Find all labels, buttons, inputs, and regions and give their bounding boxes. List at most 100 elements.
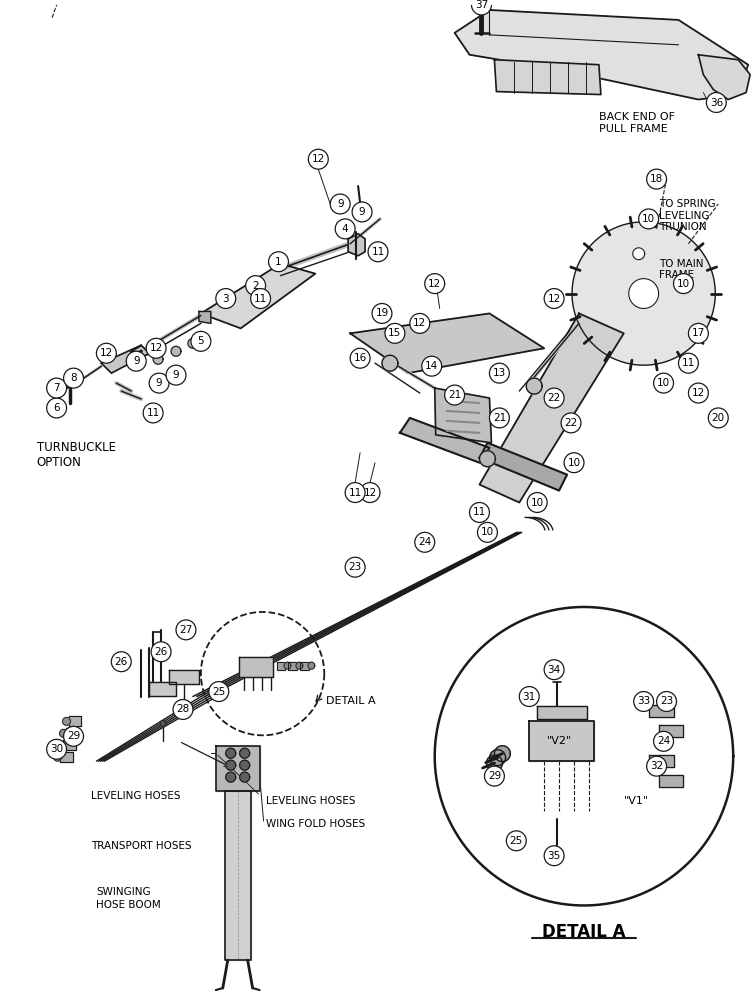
Polygon shape xyxy=(226,748,236,758)
Circle shape xyxy=(410,313,429,333)
Text: 34: 34 xyxy=(547,665,561,675)
Circle shape xyxy=(308,149,328,169)
Circle shape xyxy=(372,304,392,323)
Polygon shape xyxy=(296,662,303,669)
Polygon shape xyxy=(479,443,567,491)
Polygon shape xyxy=(479,451,495,467)
Polygon shape xyxy=(181,702,187,707)
Text: TO SPRING
LEVELING
TRUNION: TO SPRING LEVELING TRUNION xyxy=(658,199,715,232)
Circle shape xyxy=(345,557,365,577)
Text: 36: 36 xyxy=(710,98,723,108)
Polygon shape xyxy=(494,746,510,762)
Circle shape xyxy=(527,493,547,512)
Circle shape xyxy=(472,0,491,15)
Circle shape xyxy=(335,219,355,239)
Polygon shape xyxy=(526,378,542,394)
Text: 9: 9 xyxy=(359,207,365,217)
Circle shape xyxy=(415,532,435,552)
Text: 9: 9 xyxy=(156,378,163,388)
Polygon shape xyxy=(435,388,491,443)
Text: 9: 9 xyxy=(133,356,140,366)
Polygon shape xyxy=(289,662,297,670)
Polygon shape xyxy=(188,338,198,348)
Circle shape xyxy=(47,739,67,759)
Text: 5: 5 xyxy=(197,336,204,346)
Circle shape xyxy=(646,756,667,776)
Polygon shape xyxy=(60,752,73,762)
Circle shape xyxy=(126,351,146,371)
Polygon shape xyxy=(69,716,82,726)
Polygon shape xyxy=(54,753,61,761)
Text: 31: 31 xyxy=(522,692,536,702)
Text: 37: 37 xyxy=(475,0,488,10)
Polygon shape xyxy=(350,313,544,373)
Polygon shape xyxy=(240,760,249,770)
Circle shape xyxy=(425,274,445,294)
Circle shape xyxy=(111,652,132,672)
Circle shape xyxy=(507,831,526,851)
Polygon shape xyxy=(277,662,286,670)
Text: 11: 11 xyxy=(371,247,385,257)
Text: 32: 32 xyxy=(650,761,663,771)
Polygon shape xyxy=(538,706,587,719)
Circle shape xyxy=(368,242,388,262)
Circle shape xyxy=(151,642,171,662)
Text: DETAIL A: DETAIL A xyxy=(327,696,376,706)
Circle shape xyxy=(544,846,564,866)
Text: 26: 26 xyxy=(154,647,168,657)
Text: 17: 17 xyxy=(692,328,705,338)
Text: TRANSPORT HOSES: TRANSPORT HOSES xyxy=(91,841,192,851)
Text: 2: 2 xyxy=(253,281,259,291)
Text: 9: 9 xyxy=(337,199,343,209)
Polygon shape xyxy=(490,750,506,766)
Polygon shape xyxy=(226,760,236,770)
Text: 19: 19 xyxy=(376,308,389,318)
Circle shape xyxy=(422,356,442,376)
Circle shape xyxy=(360,483,380,502)
Text: DETAIL A: DETAIL A xyxy=(542,923,626,941)
Text: 10: 10 xyxy=(642,214,655,224)
Circle shape xyxy=(544,660,564,680)
Circle shape xyxy=(689,383,708,403)
Polygon shape xyxy=(400,418,489,463)
Circle shape xyxy=(215,289,236,308)
Polygon shape xyxy=(225,791,251,960)
Text: 28: 28 xyxy=(176,704,190,714)
Text: 22: 22 xyxy=(565,418,578,428)
Polygon shape xyxy=(169,670,199,684)
Text: 12: 12 xyxy=(692,388,705,398)
Circle shape xyxy=(654,373,674,393)
Circle shape xyxy=(251,289,271,308)
Text: 12: 12 xyxy=(311,154,325,164)
Text: 1: 1 xyxy=(275,257,282,267)
Text: 25: 25 xyxy=(510,836,523,846)
Text: 10: 10 xyxy=(677,279,690,289)
Polygon shape xyxy=(66,728,79,738)
Polygon shape xyxy=(572,222,715,365)
Circle shape xyxy=(706,93,727,112)
Text: 10: 10 xyxy=(657,378,670,388)
Polygon shape xyxy=(300,662,309,670)
Text: 24: 24 xyxy=(657,736,670,746)
Text: 7: 7 xyxy=(54,383,60,393)
Polygon shape xyxy=(629,279,658,308)
Text: LEVELING HOSES: LEVELING HOSES xyxy=(91,791,181,801)
Circle shape xyxy=(544,388,564,408)
Circle shape xyxy=(489,408,510,428)
Text: 12: 12 xyxy=(414,318,426,328)
Text: 18: 18 xyxy=(650,174,663,184)
Circle shape xyxy=(678,353,699,373)
Circle shape xyxy=(674,274,693,294)
Text: 23: 23 xyxy=(349,562,361,572)
Text: 6: 6 xyxy=(54,403,60,413)
Text: 29: 29 xyxy=(488,771,501,781)
Polygon shape xyxy=(284,662,291,669)
Text: 10: 10 xyxy=(531,497,544,508)
Circle shape xyxy=(634,692,654,711)
Polygon shape xyxy=(149,682,176,696)
Polygon shape xyxy=(160,720,166,726)
Polygon shape xyxy=(63,740,76,750)
Circle shape xyxy=(657,692,677,711)
Text: 21: 21 xyxy=(493,413,506,423)
Circle shape xyxy=(268,252,289,272)
